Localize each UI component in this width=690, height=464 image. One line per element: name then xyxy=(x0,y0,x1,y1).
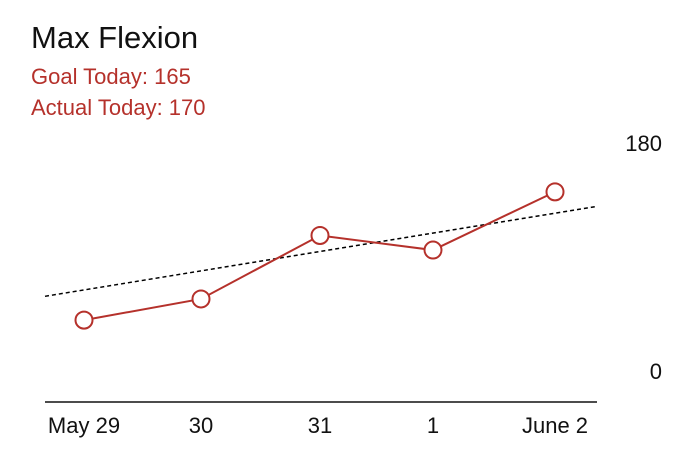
chart-title: Max Flexion xyxy=(31,20,199,55)
data-point xyxy=(545,182,565,202)
data-point xyxy=(191,289,211,309)
trend-line xyxy=(44,205,598,298)
y-tick-min: 0 xyxy=(650,359,662,384)
flexion-series-line xyxy=(83,190,556,322)
goal-today-label: Goal Today: 165 xyxy=(31,64,191,89)
actual-today-label: Actual Today: 170 xyxy=(31,95,206,120)
x-tick-label: June 2 xyxy=(522,413,588,438)
data-point xyxy=(423,240,443,260)
y-tick-max: 180 xyxy=(625,131,662,156)
x-tick-label: 1 xyxy=(427,413,439,438)
x-tick-label: May 29 xyxy=(48,413,120,438)
x-tick-labels: May 29 30 31 1 June 2 xyxy=(48,413,588,438)
data-point xyxy=(310,225,330,245)
flexion-data-points xyxy=(74,182,565,330)
data-point xyxy=(74,310,94,330)
x-tick-label: 31 xyxy=(308,413,332,438)
x-tick-label: 30 xyxy=(189,413,213,438)
